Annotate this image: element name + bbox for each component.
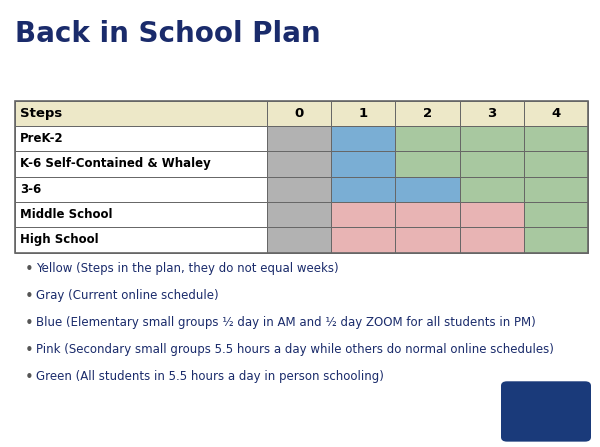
Text: 4: 4 xyxy=(551,107,560,120)
Text: K-6 Self-Contained & Whaley: K-6 Self-Contained & Whaley xyxy=(20,157,211,170)
Text: Green (All students in 5.5 hours a day in person schooling): Green (All students in 5.5 hours a day i… xyxy=(36,370,384,383)
Polygon shape xyxy=(521,425,535,433)
Polygon shape xyxy=(514,396,557,418)
Text: Middle School: Middle School xyxy=(20,208,112,221)
Text: Back in School Plan: Back in School Plan xyxy=(15,20,320,48)
Text: •: • xyxy=(25,289,33,304)
Text: Yellow (Steps in the plan, they do not equal weeks): Yellow (Steps in the plan, they do not e… xyxy=(36,262,338,275)
Text: Pink (Secondary small groups 5.5 hours a day while others do normal online sched: Pink (Secondary small groups 5.5 hours a… xyxy=(36,343,554,356)
Text: High School: High School xyxy=(20,233,98,246)
Text: 2: 2 xyxy=(423,107,432,120)
Text: •: • xyxy=(25,343,33,358)
Text: Blue (Elementary small groups ½ day in AM and ½ day ZOOM for all students in PM): Blue (Elementary small groups ½ day in A… xyxy=(36,316,536,329)
Text: Steps: Steps xyxy=(20,107,62,120)
Text: 3-6: 3-6 xyxy=(20,183,41,196)
Circle shape xyxy=(550,423,560,430)
Circle shape xyxy=(521,420,535,429)
Text: 0: 0 xyxy=(295,107,304,120)
Text: •: • xyxy=(25,370,33,385)
Text: Gray (Current online schedule): Gray (Current online schedule) xyxy=(36,289,218,302)
Polygon shape xyxy=(532,401,575,418)
Text: PreK-2: PreK-2 xyxy=(20,132,64,145)
Text: 1: 1 xyxy=(359,107,368,120)
Text: •: • xyxy=(25,316,33,331)
Text: 3: 3 xyxy=(487,107,496,120)
Text: •: • xyxy=(25,262,33,278)
